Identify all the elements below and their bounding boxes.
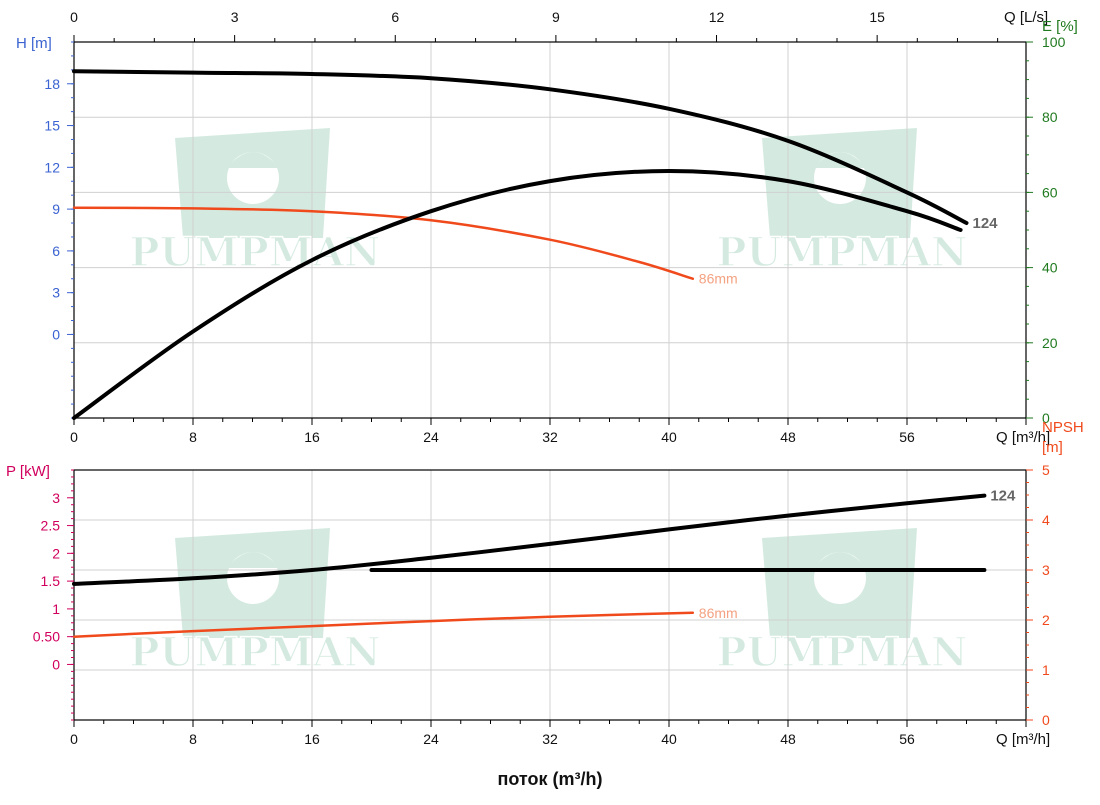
right-tick-label: 3 [1042,562,1050,578]
x-tick-label: 0 [70,429,78,445]
x-tick-label: 56 [899,429,915,445]
x-tick-label: 24 [423,731,439,747]
left-tick-label: 2 [52,545,60,561]
left-tick-label: 3 [52,490,60,506]
right-tick-label: 0 [1042,712,1050,728]
x-tick-label: 24 [423,429,439,445]
right-axis-label: [m] [1042,439,1063,456]
right-tick-label: 4 [1042,512,1050,528]
x-tick-label: 0 [70,731,78,747]
right-tick-label: 5 [1042,462,1050,478]
pump-man-logo-icon [175,528,330,638]
x-tick-label: 40 [661,731,677,747]
e-curve-main [72,168,963,420]
right-tick-label: 80 [1042,109,1058,125]
x-tick-label: 48 [780,731,796,747]
p-curve-124 [72,493,987,586]
curve-label-124: 124 [990,488,1016,505]
p-curve-86mm [72,611,695,638]
x-tick-label: 16 [304,731,320,747]
h-curve-124 [72,69,969,225]
watermark-text: PUMPMAN [129,229,380,276]
curve-label-86mm: 86mm [699,271,738,287]
x-unit-label: Q [m³/h] [996,731,1050,748]
left-axis-label: H [m] [16,35,52,52]
top-axis-label: Q [L/s] [1004,9,1048,26]
top-tick-label: 6 [391,9,399,25]
left-tick-label: 2.5 [41,518,61,534]
left-tick-label: 9 [52,201,60,217]
x-tick-label: 32 [542,731,558,747]
right-axis-label: E [%] [1042,18,1078,35]
x-axis-title: поток (m³/h) [498,769,603,789]
x-tick-label: 16 [304,429,320,445]
watermark-helmet-icon [227,552,279,568]
right-tick-label: 20 [1042,335,1058,351]
watermark-text: PUMPMAN [129,629,380,676]
pump-man-logo-icon [762,128,917,238]
top-tick-label: 9 [552,9,560,25]
watermark-face-icon [814,552,866,604]
curve-label-124: 124 [973,215,999,232]
x-tick-label: 40 [661,429,677,445]
watermark-logo: PUMPMAN [129,528,381,677]
left-tick-label: 0 [52,656,60,672]
right-tick-label: 0 [1042,410,1050,426]
left-tick-label: 12 [44,159,60,175]
watermark-text: PUMPMAN [716,229,967,276]
left-tick-label: 3 [52,285,60,301]
top-tick-label: 3 [231,9,239,25]
watermark-text: PUMPMAN [716,629,967,676]
watermark-helmet-icon [227,152,279,168]
watermark-helmet-icon [814,552,866,568]
x-tick-label: 32 [542,429,558,445]
left-tick-label: 6 [52,243,60,259]
left-tick-label: 0 [52,326,60,342]
right-tick-label: 2 [1042,612,1050,628]
left-axis-label: P [kW] [6,463,50,480]
pump-man-logo-icon [762,528,917,638]
right-tick-label: 40 [1042,260,1058,276]
watermark-logo: PUMPMAN [129,128,381,277]
x-tick-label: 56 [899,731,915,747]
head-efficiency-panel: 0 8 16 24 32 40 48 56 Q [m³/h] 0 3 6 9 12 15 Q [L/s] 0 3 6… [16,9,1078,446]
left-tick-label: 18 [44,76,60,92]
h-curve-86mm [72,206,695,280]
watermark-face-icon [227,552,279,604]
curve-label-86mm: 86mm [699,605,738,621]
right-tick-label: 60 [1042,184,1058,200]
x-tick-label: 8 [189,731,197,747]
watermark-logo: PUMPMAN [716,528,968,677]
left-tick-label: 15 [44,118,60,134]
left-tick-label: 0.50 [33,629,60,645]
right-axis-label: NPSH [1042,419,1084,436]
x-unit-label: Q [m³/h] [996,429,1050,446]
top-tick-label: 15 [869,9,885,25]
left-tick-label: 1.5 [41,573,61,589]
right-tick-label: 1 [1042,662,1050,678]
x-tick-label: 8 [189,429,197,445]
top-tick-label: 0 [70,9,78,25]
watermark-face-icon [227,152,279,204]
right-tick-label: 100 [1042,34,1066,50]
x-tick-label: 48 [780,429,796,445]
top-tick-label: 12 [709,9,725,25]
left-tick-label: 1 [52,601,60,617]
